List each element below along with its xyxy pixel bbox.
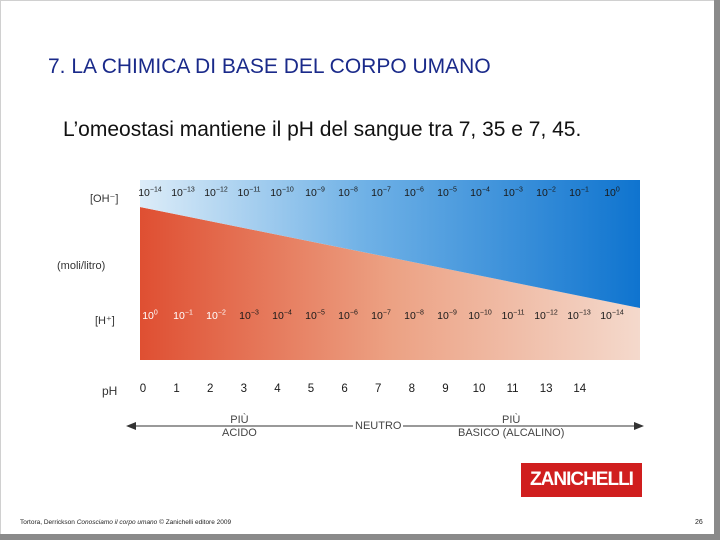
oh-concentration-tick: 10−14: [138, 186, 162, 200]
h-concentration-tick: 10−10: [468, 309, 492, 323]
h-concentration-tick: 10−4: [272, 309, 292, 323]
unit-label: (moli/litro): [57, 260, 106, 272]
ph-tick: 3: [240, 383, 247, 395]
oh-concentration-tick: 10−6: [404, 186, 424, 200]
ph-row-label: pH: [102, 384, 118, 398]
more-acid-line1: PIÙ: [230, 414, 249, 426]
ph-tick: 14: [573, 383, 587, 395]
ph-tick: 9: [442, 383, 449, 395]
frame-left-edge: [0, 0, 1, 534]
ph-tick: 7: [374, 383, 382, 395]
h-concentration-tick: 10−13: [567, 309, 591, 323]
more-acid-label: PIÙ ACIDO: [222, 414, 257, 440]
oh-concentration-tick: 10−2: [536, 186, 556, 200]
ph-tick: 13: [539, 383, 553, 395]
oh-concentration-tick: 10−3: [503, 186, 523, 200]
h-row-label: [H⁺]: [95, 315, 115, 327]
footer-publisher: © Zanichelli editore 2009: [157, 519, 232, 526]
ph-tick: 4: [274, 383, 281, 395]
oh-concentration-tick: 10−5: [437, 186, 457, 200]
oh-concentration-tick: 10−13: [171, 186, 195, 200]
oh-row-label: [OH⁻]: [90, 193, 119, 205]
oh-concentration-tick: 10−7: [371, 186, 391, 200]
h-concentration-tick: 10−9: [437, 309, 457, 323]
ph-tick: 5: [307, 383, 315, 395]
ph-tick: 10: [472, 383, 486, 395]
h-concentration-tick: 10−3: [239, 309, 259, 323]
h-concentration-tick: 10−12: [534, 309, 558, 323]
logo-text: ZANICHELLI: [530, 469, 634, 490]
ph-tick: 0: [139, 383, 147, 395]
h-concentration-tick: 10−1: [173, 309, 193, 323]
footer-credit: Tortora, Derrickson Conosciamo il corpo …: [20, 519, 231, 526]
page-number: 26: [695, 519, 703, 526]
neutral-label: NEUTRO: [353, 420, 404, 433]
oh-concentration-tick: 100: [604, 186, 620, 200]
slide-title: 7. LA CHIMICA DI BASE DEL CORPO UMANO: [48, 55, 491, 78]
more-basic-label: PIÙ BASICO (ALCALINO): [458, 414, 564, 440]
oh-concentration-tick: 10−10: [270, 186, 294, 200]
more-basic-line2: BASICO (ALCALINO): [458, 427, 565, 439]
zanichelli-logo: ZANICHELLI: [521, 463, 642, 497]
more-acid-line2: ACIDO: [222, 427, 257, 439]
ph-tick: 8: [408, 383, 415, 395]
h-concentration-tick: 10−7: [371, 309, 391, 323]
oh-concentration-tick: 10−12: [204, 186, 228, 200]
ph-tick: 6: [341, 383, 348, 395]
h-concentration-tick: 10−6: [338, 309, 358, 323]
h-concentration-tick: 10−14: [600, 309, 624, 323]
frame-top-edge: [0, 0, 714, 1]
oh-concentration-tick: 10−8: [338, 186, 358, 200]
ph-tick: 11: [506, 383, 519, 395]
oh-concentration-tick: 10−9: [305, 186, 325, 200]
oh-concentration-tick: 10−11: [237, 186, 261, 200]
more-basic-line1: PIÙ: [502, 414, 521, 426]
slide-subtitle: L’omeostasi mantiene il pH del sangue tr…: [63, 118, 582, 141]
h-concentration-tick: 10−5: [305, 309, 325, 323]
h-concentration-tick: 10−2: [206, 309, 226, 323]
h-concentration-tick: 10−8: [404, 309, 424, 323]
h-concentration-tick: 100: [142, 309, 158, 323]
footer-authors: Tortora, Derrickson: [20, 519, 77, 526]
oh-concentration-tick: 10−4: [470, 186, 490, 200]
oh-concentration-tick: 10−1: [569, 186, 589, 200]
footer-book-title: Conosciamo il corpo umano: [76, 519, 158, 526]
ph-tick: 2: [206, 383, 214, 395]
ph-tick: 1: [173, 383, 180, 395]
h-concentration-tick: 10−11: [501, 309, 525, 323]
